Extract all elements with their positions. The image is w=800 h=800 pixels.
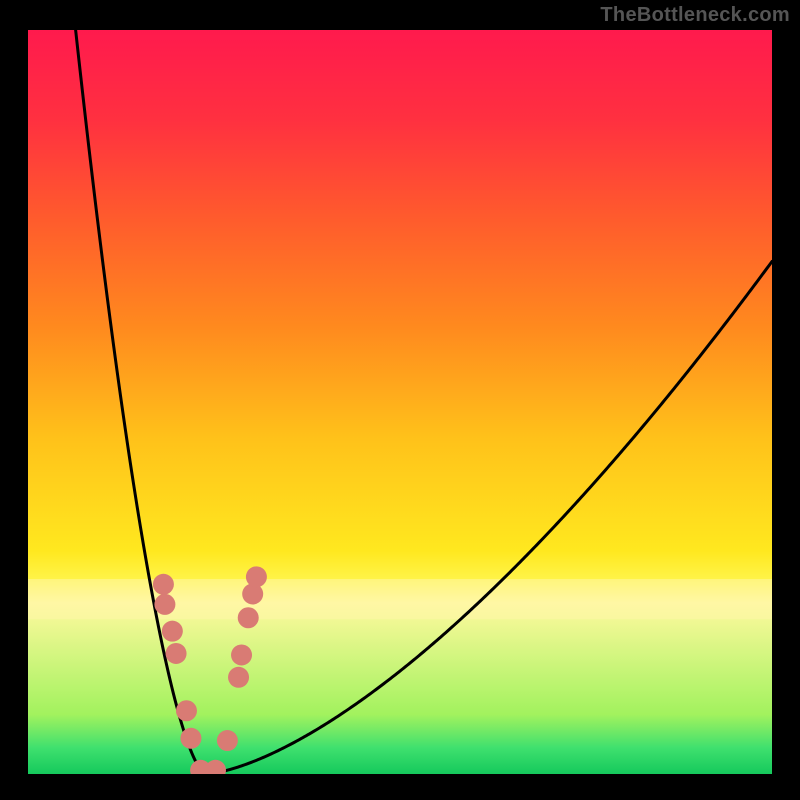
curve-marker: [162, 621, 183, 642]
curve-marker: [166, 643, 187, 664]
curve-marker: [246, 566, 267, 587]
curve-marker: [231, 644, 252, 665]
watermark-text: TheBottleneck.com: [600, 4, 790, 27]
pale-horizontal-band: [28, 579, 772, 619]
gradient-background: [28, 30, 772, 774]
curve-marker: [238, 607, 259, 628]
curve-marker: [153, 574, 174, 595]
plot-area: [28, 30, 772, 774]
curve-marker: [228, 667, 249, 688]
stage: TheBottleneck.com: [0, 0, 800, 800]
curve-marker: [217, 730, 238, 751]
curve-marker: [154, 594, 175, 615]
curve-marker: [180, 728, 201, 749]
plot-inner: [28, 30, 772, 774]
chart-svg: [28, 30, 772, 774]
curve-marker: [176, 700, 197, 721]
